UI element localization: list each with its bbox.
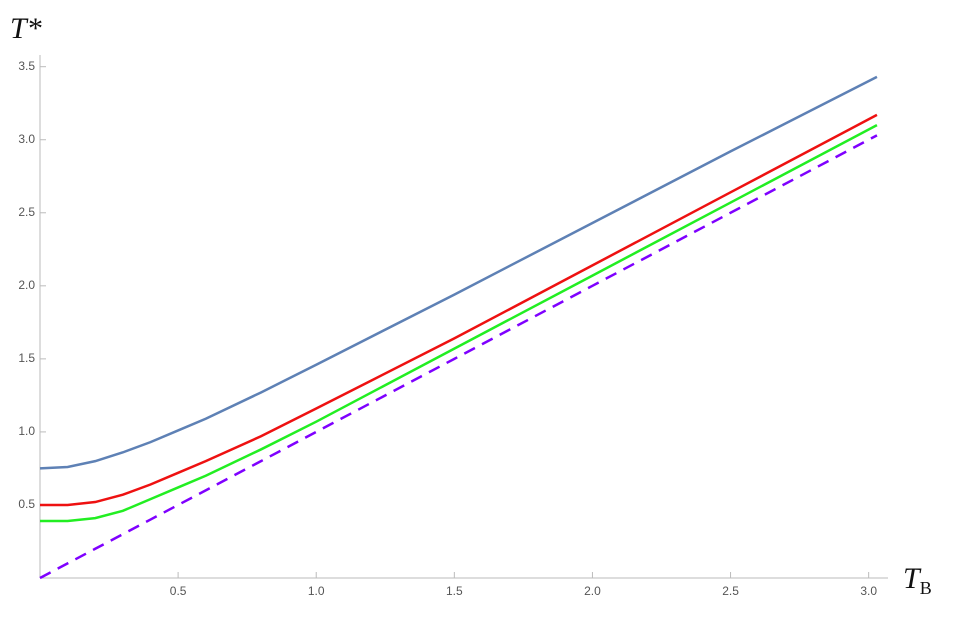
series-line bbox=[39, 134, 878, 580]
series-line bbox=[39, 75, 878, 470]
series-line bbox=[40, 124, 878, 523]
y-axis-label: T* bbox=[10, 12, 42, 45]
y-tick-label: 0.5 bbox=[18, 497, 35, 511]
y-tick-label: 3.0 bbox=[18, 132, 35, 146]
x-tick-label: 1.0 bbox=[308, 584, 325, 598]
y-tick-label: 1.5 bbox=[18, 351, 35, 365]
y-tick-label: 2.5 bbox=[18, 205, 35, 219]
x-tick-label: 2.5 bbox=[722, 584, 739, 598]
x-axis-label-base: T bbox=[903, 562, 922, 595]
y-tick-label: 1.0 bbox=[18, 424, 35, 438]
y-tick-label: 3.5 bbox=[18, 59, 35, 73]
x-tick-label: 2.0 bbox=[584, 584, 601, 598]
x-axis-label: TB bbox=[903, 562, 932, 598]
x-tick-label: 0.5 bbox=[170, 584, 187, 598]
x-tick-label: 1.5 bbox=[446, 584, 463, 598]
series-line bbox=[40, 113, 878, 507]
x-axis-label-subscript: B bbox=[920, 578, 932, 598]
y-tick-label: 2.0 bbox=[18, 278, 35, 292]
x-tick-label: 3.0 bbox=[860, 584, 877, 598]
